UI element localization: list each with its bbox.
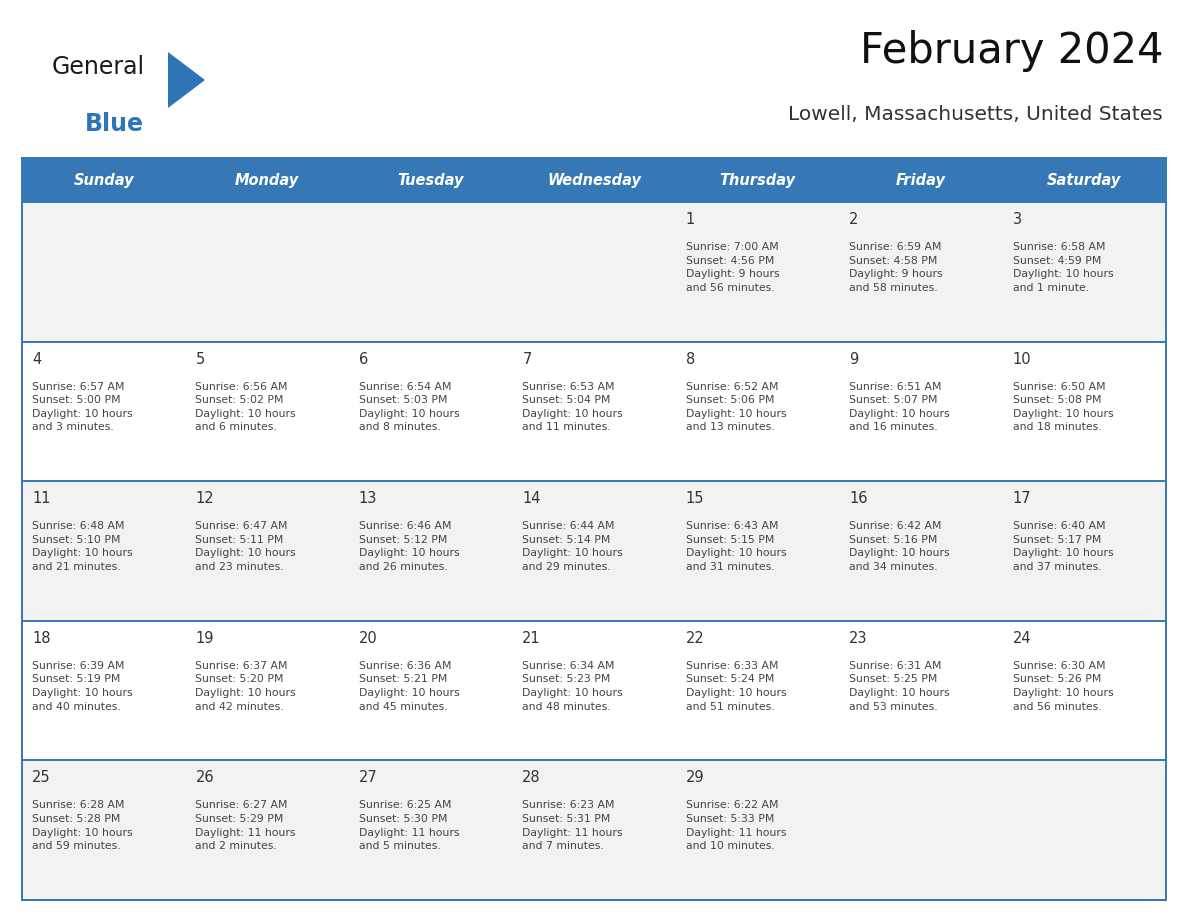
Text: Tuesday: Tuesday (397, 173, 463, 187)
Text: Sunrise: 6:44 AM
Sunset: 5:14 PM
Daylight: 10 hours
and 29 minutes.: Sunrise: 6:44 AM Sunset: 5:14 PM Dayligh… (523, 521, 623, 572)
Text: Sunrise: 6:36 AM
Sunset: 5:21 PM
Daylight: 10 hours
and 45 minutes.: Sunrise: 6:36 AM Sunset: 5:21 PM Dayligh… (359, 661, 460, 711)
Text: Sunrise: 6:40 AM
Sunset: 5:17 PM
Daylight: 10 hours
and 37 minutes.: Sunrise: 6:40 AM Sunset: 5:17 PM Dayligh… (1012, 521, 1113, 572)
Text: Sunrise: 6:50 AM
Sunset: 5:08 PM
Daylight: 10 hours
and 18 minutes.: Sunrise: 6:50 AM Sunset: 5:08 PM Dayligh… (1012, 382, 1113, 432)
Text: Sunrise: 6:46 AM
Sunset: 5:12 PM
Daylight: 10 hours
and 26 minutes.: Sunrise: 6:46 AM Sunset: 5:12 PM Dayligh… (359, 521, 460, 572)
Text: 24: 24 (1012, 631, 1031, 645)
Text: Sunrise: 6:56 AM
Sunset: 5:02 PM
Daylight: 10 hours
and 6 minutes.: Sunrise: 6:56 AM Sunset: 5:02 PM Dayligh… (196, 382, 296, 432)
Text: Sunrise: 6:22 AM
Sunset: 5:33 PM
Daylight: 11 hours
and 10 minutes.: Sunrise: 6:22 AM Sunset: 5:33 PM Dayligh… (685, 800, 786, 851)
Bar (23, 481, 1165, 621)
Bar (23, 202, 1165, 341)
Text: 10: 10 (1012, 352, 1031, 366)
Text: Sunrise: 6:59 AM
Sunset: 4:58 PM
Daylight: 9 hours
and 58 minutes.: Sunrise: 6:59 AM Sunset: 4:58 PM Dayligh… (849, 242, 943, 293)
Text: 15: 15 (685, 491, 704, 506)
Text: Sunrise: 6:54 AM
Sunset: 5:03 PM
Daylight: 10 hours
and 8 minutes.: Sunrise: 6:54 AM Sunset: 5:03 PM Dayligh… (359, 382, 460, 432)
Text: 28: 28 (523, 770, 541, 786)
Text: 13: 13 (359, 491, 378, 506)
Text: Sunrise: 6:27 AM
Sunset: 5:29 PM
Daylight: 11 hours
and 2 minutes.: Sunrise: 6:27 AM Sunset: 5:29 PM Dayligh… (196, 800, 296, 851)
Bar (23, 158, 1165, 202)
Text: 19: 19 (196, 631, 214, 645)
Text: Blue: Blue (86, 112, 144, 136)
Text: General: General (52, 55, 145, 79)
Text: 27: 27 (359, 770, 378, 786)
Polygon shape (168, 52, 206, 108)
Text: 3: 3 (1012, 212, 1022, 227)
Text: Sunrise: 6:42 AM
Sunset: 5:16 PM
Daylight: 10 hours
and 34 minutes.: Sunrise: 6:42 AM Sunset: 5:16 PM Dayligh… (849, 521, 949, 572)
Text: Wednesday: Wednesday (546, 173, 642, 187)
Text: Sunrise: 6:31 AM
Sunset: 5:25 PM
Daylight: 10 hours
and 53 minutes.: Sunrise: 6:31 AM Sunset: 5:25 PM Dayligh… (849, 661, 949, 711)
Text: Sunrise: 6:33 AM
Sunset: 5:24 PM
Daylight: 10 hours
and 51 minutes.: Sunrise: 6:33 AM Sunset: 5:24 PM Dayligh… (685, 661, 786, 711)
Text: 17: 17 (1012, 491, 1031, 506)
Text: 26: 26 (196, 770, 214, 786)
Text: Sunrise: 6:51 AM
Sunset: 5:07 PM
Daylight: 10 hours
and 16 minutes.: Sunrise: 6:51 AM Sunset: 5:07 PM Dayligh… (849, 382, 949, 432)
Text: Sunrise: 6:25 AM
Sunset: 5:30 PM
Daylight: 11 hours
and 5 minutes.: Sunrise: 6:25 AM Sunset: 5:30 PM Dayligh… (359, 800, 460, 851)
Text: Sunrise: 6:43 AM
Sunset: 5:15 PM
Daylight: 10 hours
and 31 minutes.: Sunrise: 6:43 AM Sunset: 5:15 PM Dayligh… (685, 521, 786, 572)
Text: 29: 29 (685, 770, 704, 786)
Text: 14: 14 (523, 491, 541, 506)
Text: 12: 12 (196, 491, 214, 506)
Text: February 2024: February 2024 (859, 30, 1163, 72)
Text: 9: 9 (849, 352, 859, 366)
Text: 8: 8 (685, 352, 695, 366)
Text: Sunrise: 7:00 AM
Sunset: 4:56 PM
Daylight: 9 hours
and 56 minutes.: Sunrise: 7:00 AM Sunset: 4:56 PM Dayligh… (685, 242, 779, 293)
Text: 1: 1 (685, 212, 695, 227)
Text: Sunrise: 6:30 AM
Sunset: 5:26 PM
Daylight: 10 hours
and 56 minutes.: Sunrise: 6:30 AM Sunset: 5:26 PM Dayligh… (1012, 661, 1113, 711)
Text: Sunrise: 6:28 AM
Sunset: 5:28 PM
Daylight: 10 hours
and 59 minutes.: Sunrise: 6:28 AM Sunset: 5:28 PM Dayligh… (32, 800, 133, 851)
Text: 22: 22 (685, 631, 704, 645)
Text: 21: 21 (523, 631, 541, 645)
Text: Saturday: Saturday (1047, 173, 1121, 187)
Text: 7: 7 (523, 352, 532, 366)
Bar (23, 341, 1165, 481)
Bar (23, 621, 1165, 760)
Text: Sunrise: 6:58 AM
Sunset: 4:59 PM
Daylight: 10 hours
and 1 minute.: Sunrise: 6:58 AM Sunset: 4:59 PM Dayligh… (1012, 242, 1113, 293)
Text: 18: 18 (32, 631, 51, 645)
Text: Sunrise: 6:47 AM
Sunset: 5:11 PM
Daylight: 10 hours
and 23 minutes.: Sunrise: 6:47 AM Sunset: 5:11 PM Dayligh… (196, 521, 296, 572)
Bar (23, 760, 1165, 900)
Text: 5: 5 (196, 352, 204, 366)
Text: Thursday: Thursday (720, 173, 796, 187)
Text: Lowell, Massachusetts, United States: Lowell, Massachusetts, United States (789, 105, 1163, 124)
Text: Sunrise: 6:53 AM
Sunset: 5:04 PM
Daylight: 10 hours
and 11 minutes.: Sunrise: 6:53 AM Sunset: 5:04 PM Dayligh… (523, 382, 623, 432)
Text: Sunrise: 6:57 AM
Sunset: 5:00 PM
Daylight: 10 hours
and 3 minutes.: Sunrise: 6:57 AM Sunset: 5:00 PM Dayligh… (32, 382, 133, 432)
Text: Sunrise: 6:34 AM
Sunset: 5:23 PM
Daylight: 10 hours
and 48 minutes.: Sunrise: 6:34 AM Sunset: 5:23 PM Dayligh… (523, 661, 623, 711)
Text: Sunrise: 6:39 AM
Sunset: 5:19 PM
Daylight: 10 hours
and 40 minutes.: Sunrise: 6:39 AM Sunset: 5:19 PM Dayligh… (32, 661, 133, 711)
Text: 20: 20 (359, 631, 378, 645)
Text: 11: 11 (32, 491, 51, 506)
Text: 2: 2 (849, 212, 859, 227)
Text: 25: 25 (32, 770, 51, 786)
Text: Sunday: Sunday (74, 173, 134, 187)
Text: 4: 4 (32, 352, 42, 366)
Text: Sunrise: 6:48 AM
Sunset: 5:10 PM
Daylight: 10 hours
and 21 minutes.: Sunrise: 6:48 AM Sunset: 5:10 PM Dayligh… (32, 521, 133, 572)
Text: 16: 16 (849, 491, 867, 506)
Text: Monday: Monday (235, 173, 299, 187)
Text: 6: 6 (359, 352, 368, 366)
Text: Sunrise: 6:52 AM
Sunset: 5:06 PM
Daylight: 10 hours
and 13 minutes.: Sunrise: 6:52 AM Sunset: 5:06 PM Dayligh… (685, 382, 786, 432)
Text: Sunrise: 6:23 AM
Sunset: 5:31 PM
Daylight: 11 hours
and 7 minutes.: Sunrise: 6:23 AM Sunset: 5:31 PM Dayligh… (523, 800, 623, 851)
Text: Sunrise: 6:37 AM
Sunset: 5:20 PM
Daylight: 10 hours
and 42 minutes.: Sunrise: 6:37 AM Sunset: 5:20 PM Dayligh… (196, 661, 296, 711)
Text: 23: 23 (849, 631, 867, 645)
Text: Friday: Friday (896, 173, 946, 187)
